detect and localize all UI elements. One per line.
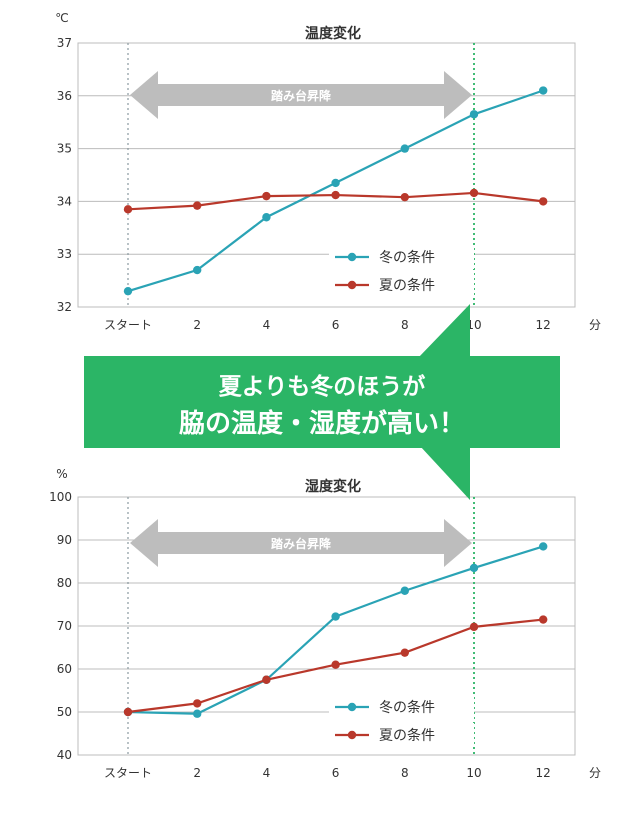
y-tick-label: 50 [57, 705, 72, 719]
callout-line-1: 夏よりも冬のほうが [219, 373, 426, 400]
temperature-chart: 温度変化 ℃ 32 33 34 35 36 37 スタート 2 4 6 8 10 12 分 踏み台昇降冬の条件夏… [55, 11, 601, 332]
data-point-summer [469, 622, 479, 632]
data-point-winter [193, 709, 202, 718]
legend-label: 冬の条件 [379, 249, 435, 266]
exercise-period-arrow [130, 519, 472, 567]
x-tick-label: 10 [466, 318, 481, 332]
y-tick-label: 90 [57, 533, 72, 547]
legend-label: 夏の条件 [379, 727, 435, 744]
legend-swatch-point [347, 702, 357, 712]
data-point-summer [400, 192, 409, 202]
data-point-summer [262, 191, 271, 201]
x-tick-label: 8 [401, 766, 409, 780]
data-point-winter [469, 563, 479, 573]
data-point-summer [193, 699, 202, 708]
callout-pointer-down [420, 446, 470, 500]
y-tick-label: 37 [57, 36, 72, 50]
data-point-winter [469, 110, 479, 119]
x-unit-label: 分 [589, 766, 601, 780]
y-unit-label: % [56, 467, 67, 481]
data-point-winter [539, 86, 548, 95]
data-point-winter [400, 144, 409, 153]
callout-pointer-up [418, 304, 470, 358]
data-point-summer [123, 205, 133, 214]
x-tick-label: スタート [104, 318, 152, 332]
data-point-summer [539, 615, 548, 624]
y-tick-label: 40 [57, 748, 72, 762]
x-unit-label: 分 [589, 318, 601, 332]
legend-swatch-point [347, 280, 357, 290]
data-point-summer [123, 707, 133, 717]
legend-swatch-point [347, 252, 357, 262]
humidity-chart: 湿度変化% 40 50 60 70 80 90 100 スタート 2 4 6 8 10 12 分 踏み台昇降冬の… [49, 467, 601, 780]
y-tick-label: 34 [57, 194, 72, 208]
x-tick-label: 6 [332, 766, 340, 780]
data-point-summer [331, 190, 340, 200]
exercise-period-label: 踏み台昇降 [271, 536, 332, 551]
x-tick-label: 2 [193, 318, 201, 332]
plot-frame [77, 42, 576, 308]
data-point-winter [400, 586, 409, 595]
y-tick-label: 80 [57, 576, 72, 590]
y-tick-label: 70 [57, 619, 72, 633]
y-tick-label: 33 [57, 247, 72, 261]
data-point-summer [400, 648, 409, 657]
data-point-winter [331, 612, 340, 621]
y-tick-label: 60 [57, 662, 72, 676]
legend-label: 冬の条件 [379, 699, 435, 716]
x-tick-label: 10 [466, 766, 481, 780]
y-unit-label: ℃ [55, 11, 68, 25]
y-tick-label: 32 [57, 300, 72, 314]
exercise-period-arrow [130, 71, 472, 119]
chart-title: 湿度変化 [305, 478, 361, 495]
data-point-summer [331, 660, 340, 669]
legend-swatch-point [347, 730, 357, 740]
data-point-summer [193, 201, 202, 210]
data-point-summer [262, 675, 271, 684]
data-point-summer [469, 188, 479, 198]
x-tick-label: 12 [536, 766, 551, 780]
data-point-winter [123, 286, 133, 296]
x-tick-label: 4 [263, 766, 271, 780]
x-tick-label: 8 [401, 318, 409, 332]
x-tick-label: 12 [536, 318, 551, 332]
callout-box [84, 356, 560, 448]
y-tick-label: 36 [57, 89, 72, 103]
y-tick-label: 100 [49, 490, 72, 504]
x-tick-label: 2 [193, 766, 201, 780]
x-tick-label: スタート [104, 766, 152, 780]
chart-title: 温度変化 [305, 25, 361, 42]
data-point-winter [262, 213, 271, 222]
exercise-period-label: 踏み台昇降 [271, 88, 332, 103]
series-line-winter [127, 545, 544, 715]
data-point-winter [331, 178, 340, 188]
legend-label: 夏の条件 [379, 277, 435, 294]
callout-line-2: 脇の温度・湿度が高い！ [179, 408, 465, 439]
data-point-winter [193, 265, 202, 275]
data-point-summer [539, 197, 548, 206]
x-tick-label: 4 [263, 318, 271, 332]
data-point-winter [539, 542, 548, 551]
x-tick-label: 6 [332, 318, 340, 332]
y-tick-label: 35 [57, 142, 72, 156]
